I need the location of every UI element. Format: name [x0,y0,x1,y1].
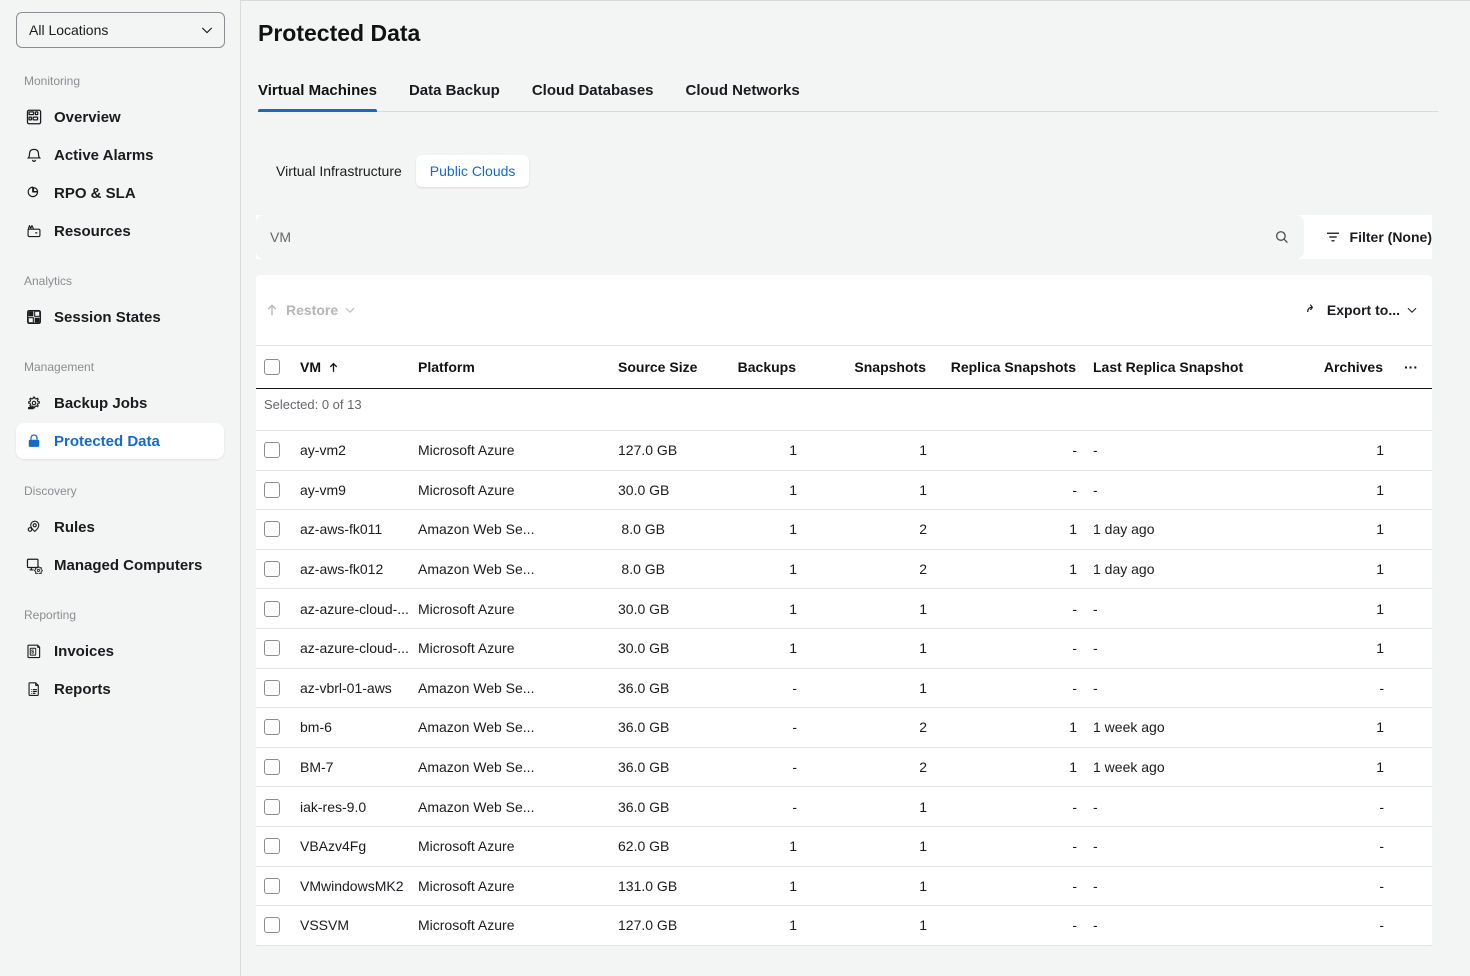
svg-text:$: $ [31,649,34,655]
